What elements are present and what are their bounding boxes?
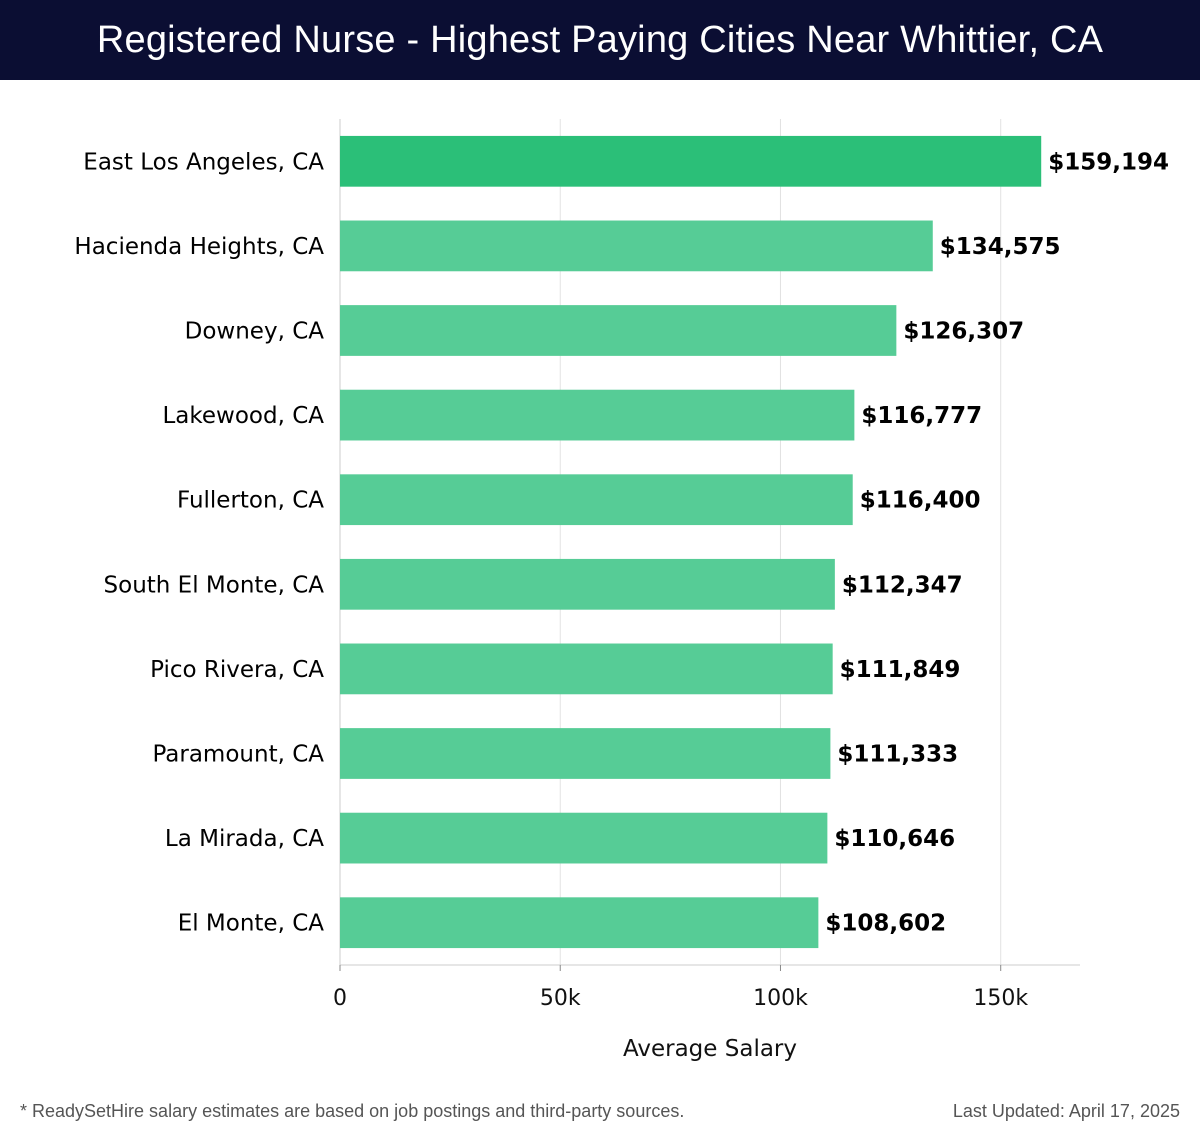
x-tick-label: 0 (333, 986, 347, 1011)
bar (340, 812, 828, 864)
bar (340, 558, 835, 610)
value-label: $116,777 (861, 403, 982, 429)
footnote: * ReadySetHire salary estimates are base… (20, 1101, 685, 1121)
bar (340, 305, 897, 356)
bar (340, 643, 833, 695)
x-axis-title: Average Salary (623, 1036, 797, 1062)
value-label: $111,849 (840, 657, 961, 683)
x-tick-label: 50k (540, 986, 581, 1011)
category-label: La Mirada, CA (165, 826, 324, 852)
value-label: $111,333 (837, 742, 958, 768)
last-updated: Last Updated: April 17, 2025 (952, 1101, 1180, 1121)
category-label: El Monte, CA (178, 911, 325, 937)
bar (340, 728, 831, 779)
value-label: $134,575 (940, 234, 1061, 260)
category-label: Paramount, CA (152, 742, 324, 768)
chart-title: Registered Nurse - Highest Paying Cities… (96, 18, 1104, 61)
value-label: $110,646 (834, 826, 955, 852)
bar (340, 474, 853, 526)
x-tick-label: 150k (973, 986, 1028, 1011)
bar-chart: 0 50k 100k 150k Average Salary East Los Angel… (74, 119, 1169, 1062)
x-tick-label: 100k (753, 986, 808, 1011)
category-label: Pico Rivera, CA (150, 657, 324, 683)
bar (340, 897, 819, 949)
value-label: $159,194 (1048, 149, 1169, 175)
category-label: South El Monte, CA (104, 572, 325, 598)
category-label: Fullerton, CA (177, 488, 324, 514)
value-label: $112,347 (842, 572, 963, 598)
bar (340, 389, 855, 441)
bar (340, 220, 933, 272)
title-banner: Registered Nurse - Highest Paying Cities… (0, 0, 1200, 80)
category-label: Lakewood, CA (162, 403, 324, 429)
category-label: Downey, CA (185, 319, 325, 345)
value-label: $126,307 (903, 319, 1024, 345)
value-label: $108,602 (825, 911, 946, 937)
category-label: East Los Angeles, CA (83, 149, 324, 175)
bar (340, 135, 1042, 187)
value-label: $116,400 (860, 488, 981, 514)
category-label: Hacienda Heights, CA (74, 234, 324, 260)
